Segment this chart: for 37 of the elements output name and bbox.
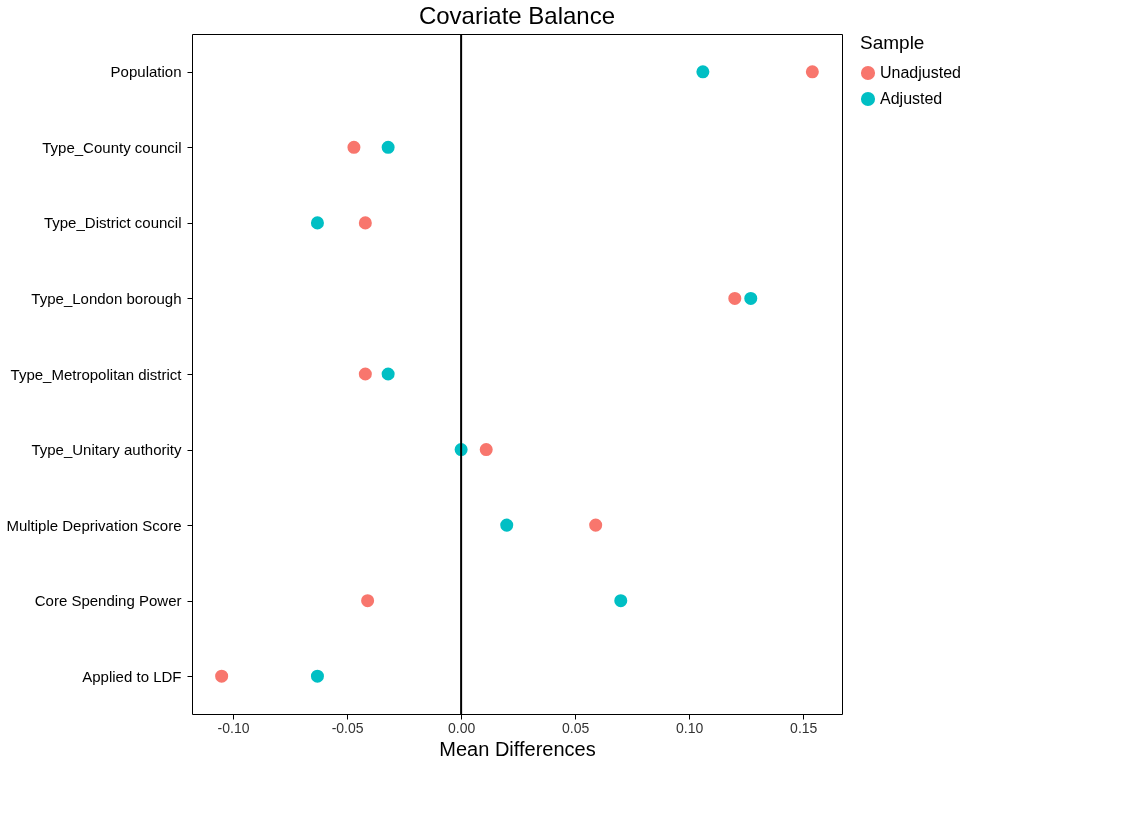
- y-tick-label: Multiple Deprivation Score: [6, 516, 182, 534]
- x-tick-label: 0.05: [562, 719, 590, 736]
- y-tick-label: Core Spending Power: [34, 592, 182, 610]
- point: [358, 367, 372, 381]
- legend-label: Adjusted: [880, 90, 943, 107]
- point: [358, 216, 372, 230]
- point: [215, 669, 229, 683]
- x-tick-label: 0.15: [790, 719, 818, 736]
- legend-title: Sample: [860, 32, 925, 53]
- point: [744, 291, 758, 305]
- x-tick-label: 0.00: [448, 719, 476, 736]
- chart-title: Covariate Balance: [418, 2, 616, 29]
- y-tick-label: Type_Unitary authority: [31, 441, 182, 459]
- y-tick-label: Type_County council: [42, 138, 182, 156]
- y-tick-label: Type_Metropolitan district: [10, 365, 183, 383]
- x-axis-title: Mean Differences: [439, 737, 596, 760]
- point: [805, 65, 819, 79]
- y-tick-label: Type_District council: [43, 214, 182, 232]
- y-tick-label: Population: [110, 63, 182, 81]
- point: [696, 65, 710, 79]
- point: [479, 443, 493, 457]
- point: [361, 594, 375, 608]
- point: [381, 367, 395, 381]
- legend-label: Unadjusted: [880, 64, 961, 81]
- point: [310, 669, 324, 683]
- y-tick-label: Applied to LDF: [82, 667, 182, 685]
- point: [381, 140, 395, 154]
- point: [589, 518, 603, 532]
- y-tick-label: Type_London borough: [31, 289, 182, 307]
- point: [728, 291, 742, 305]
- x-tick-label: 0.10: [676, 719, 704, 736]
- point: [310, 216, 324, 230]
- point: [500, 518, 514, 532]
- point: [347, 140, 361, 154]
- x-tick-label: -0.10: [217, 719, 250, 736]
- x-tick-label: -0.05: [331, 719, 364, 736]
- point: [614, 594, 628, 608]
